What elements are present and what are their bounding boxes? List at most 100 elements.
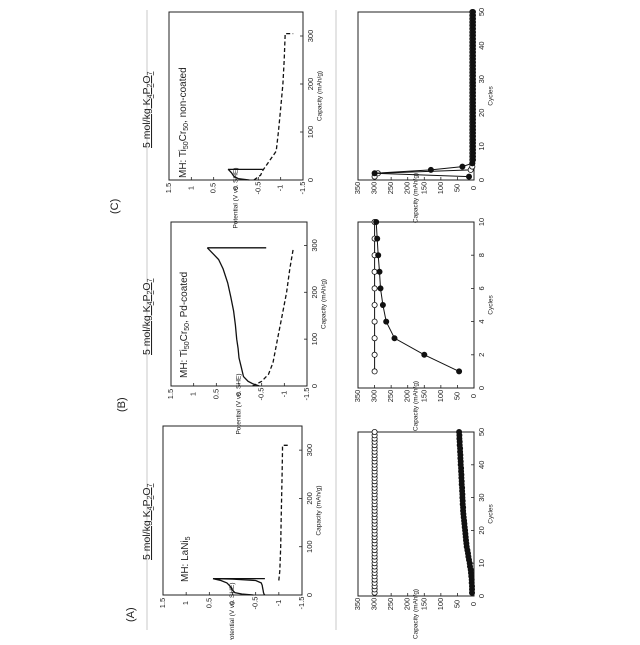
panel-b-potential-xtick-label-0: 0 [310,384,319,388]
panel-b-cycle-xtick-label-5: 10 [477,218,486,226]
panel-c-potential-ytick-label-0: 1.5 [164,183,173,193]
panel-c-cycle-xtick-label-1: 10 [477,142,486,150]
panel-a-potential-ytick-label-0: 1.5 [158,598,167,608]
panel-c-potential-ytick-label-1: 1 [186,186,195,190]
panel-b-cycle-series-1-point-5 [378,286,383,291]
panel-label-c: (C) [109,199,121,214]
panel-c-potential-ytick-label-2: 0.5 [209,183,218,193]
panel-a-potential-xtick-label-2: 200 [305,492,314,505]
panel-c-cycle-xtick-label-2: 20 [477,109,486,117]
panel-label-a: (A) [125,607,137,622]
panel-a-potential-ytick-label-2: 0.5 [204,598,213,608]
panel-b-potential-plot-frame [171,222,307,386]
panel-a-cycle-xtick-label-1: 10 [477,559,486,567]
panel-c-cycle-xtick-label-5: 50 [477,8,486,16]
panel-b-cycle-series-0-point-4 [372,302,377,307]
panel-b-potential-series-0-line [207,248,259,386]
panel-c-cycle-ytick-label-2: 250 [386,182,395,195]
panel-b-cycle-xlabel: Cycles [488,295,495,315]
panel-c-cycle-xtick-label-0: 0 [477,178,486,182]
mh-label-c: MH: Ti50Cr50, non-coated [178,67,190,178]
panel-b-cycle-series-0-point-0 [372,369,377,374]
panel-a-potential-ytick-label-1: 1 [181,601,190,605]
panel-b-cycle-ytick-label-3: 200 [403,390,412,403]
panel-c-cycle-series-1-point-2 [428,167,433,172]
panel-b-potential-xlabel: Capacity (mAh/g) [321,279,328,329]
potential-chart-a: 1.510.50-0.5-1-1.50100200300Potential (V… [158,426,323,640]
panel-a-cycle-ytick-label-4: 150 [419,598,428,611]
panel-a-potential-series-2-line [279,445,290,580]
panel-c-cycle-ytick-label-5: 100 [436,182,445,195]
panel-c-cycle-ytick-label-6: 50 [452,184,461,192]
panel-b-cycle-xtick-label-3: 6 [477,286,486,290]
cycle-chart-c: 35030025020015010050001020304050Capacity… [353,8,495,223]
panel-b-cycle-series-1-point-1 [422,352,427,357]
panel-c-potential-ytick-label-4: -0.5 [253,182,262,195]
panel-a-cycle-ytick-label-7: 0 [469,602,478,606]
panel-a-potential-series-0-line [213,579,265,595]
panel-a-cycle-ytick-label-0: 350 [353,598,362,611]
panel-b-cycle-series-1-point-6 [377,269,382,274]
panel-b-potential-ytick-label-5: -1 [279,391,288,398]
panel-b-cycle-series-1-line [376,222,459,371]
panel-c-cycle-xtick-label-4: 40 [477,41,486,49]
panel-b-potential-series-2-line [253,248,294,386]
cycle-chart-a: 35030025020015010050001020304050Capacity… [353,428,495,639]
panel-b-cycle-xtick-label-1: 2 [477,353,486,357]
panel-c-cycle-ylabel: Capacity (mAh/g) [413,173,420,223]
panel-b-cycle-ytick-label-7: 0 [469,394,478,398]
panel-b-cycle-series-0-point-3 [372,319,377,324]
panel-b-cycle-ytick-label-5: 100 [436,390,445,403]
panel-c-cycle-xlabel: Cycles [488,86,495,106]
panel-a-cycle-ytick-label-6: 50 [452,600,461,608]
panel-b-cycle-ylabel: Capacity (mAh/g) [413,381,420,431]
panel-a-cycle-series-0-point-49 [372,429,377,434]
panel-b-cycle-series-1-point-2 [392,336,397,341]
panel-b-potential-ytick-label-0: 1.5 [166,389,175,399]
panel-c-cycle-series-1-line [375,12,473,177]
panel-b-cycle-ytick-label-0: 350 [353,390,362,403]
cycle-chart-b: 3503002502001501005000246810Capacity (mA… [353,218,495,431]
panel-c-cycle-xtick-label-3: 30 [477,75,486,83]
panel-a-cycle-xtick-label-4: 40 [477,461,486,469]
panel-c-cycle-series-1-point-49 [470,9,475,14]
panel-c-cycle-series-0-line [375,12,473,177]
panel-b-cycle-ytick-label-2: 250 [386,390,395,403]
panel-c-potential-xtick-label-0: 0 [306,178,315,182]
panel-c-cycle-ytick-label-0: 350 [353,182,362,195]
panel-b-cycle-series-1-point-4 [380,302,385,307]
panel-b-cycle-series-1-point-7 [376,253,381,258]
panel-c-potential-ytick-label-5: -1 [276,185,285,192]
panel-a-cycle-ylabel: Capacity (mAh/g) [413,589,420,639]
panel-c-potential-xlabel: Capacity (mAh/g) [317,71,324,121]
panel-b-cycle-series-1-point-9 [374,219,379,224]
mh-label-a: MH: LaNi5 [180,536,192,582]
panel-c-cycle-ytick-label-1: 300 [370,182,379,195]
panel-a-potential-ytick-label-5: -1 [274,600,283,607]
panel-c-potential-xtick-label-2: 200 [306,78,315,91]
panel-a-cycle-xtick-label-0: 0 [477,594,486,598]
panel-b-cycle-series-0-point-2 [372,336,377,341]
panel-a-potential-xlabel: Capacity (mAh/g) [316,485,323,535]
electrolyte-label-c: 5 mol/kg K4P2O7 [141,71,154,148]
panel-b-cycle-xtick-label-0: 0 [477,386,486,390]
panel-c-potential-plot-frame [169,12,303,180]
panel-b-potential-ylabel: Potential (V vs. SHE) [236,373,243,434]
panel-c-potential-xtick-label-1: 100 [306,126,315,139]
panel-a-potential-ytick-label-4: -0.5 [251,597,260,610]
panel-a-potential-xtick-label-3: 300 [305,444,314,457]
panel-c-cycle-series-1-point-0 [466,174,471,179]
panel-b-cycle-ytick-label-1: 300 [370,390,379,403]
panel-b-cycle-series-1-point-3 [384,319,389,324]
panel-a-potential-ytick-label-6: -1.5 [297,597,306,610]
panel-b-cycle-xtick-label-4: 8 [477,253,486,257]
panel-b-cycle-ytick-label-4: 150 [419,390,428,403]
panel-c-cycle-ytick-label-7: 0 [469,186,478,190]
panel-b-cycle-series-0-point-6 [372,269,377,274]
electrolyte-label-b: 5 mol/kg K4P2O7 [141,278,154,355]
panel-c-cycle-series-1-point-3 [460,164,465,169]
electrolyte-label-a: 5 mol/kg K4P2O7 [141,483,154,560]
panel-b-cycle-series-1-point-8 [375,236,380,241]
